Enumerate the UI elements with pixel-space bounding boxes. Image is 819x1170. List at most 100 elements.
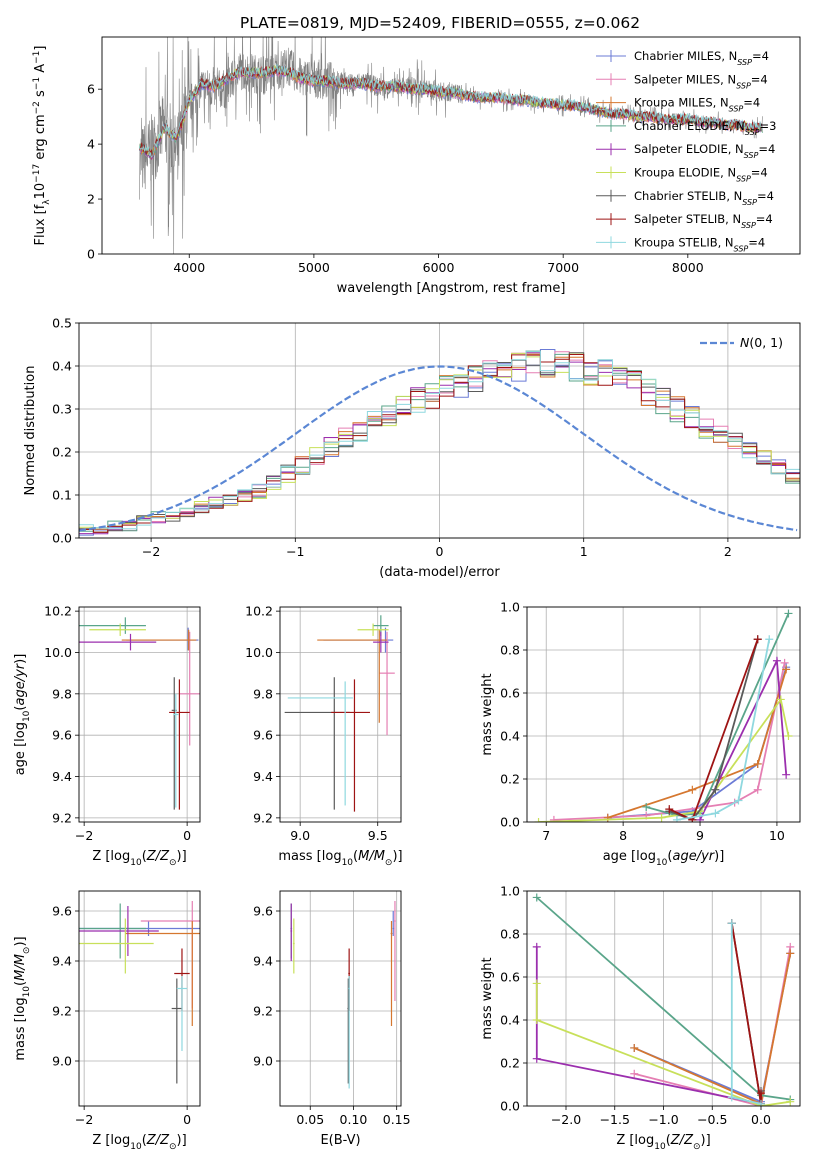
mass-weight-marker	[780, 658, 789, 667]
residual-histogram	[79, 354, 800, 538]
x-axis-label: Z [log10(Z/Z⊙)]	[92, 1133, 186, 1152]
mass-weight-line	[535, 983, 791, 1106]
y-tick-label: 4	[87, 137, 95, 152]
y-tick-label: 9.0	[52, 1054, 72, 1069]
massweight_vs_age-panel: 7 8 9 10 0.0 0.2 0.4 0.6 0.8 1.0 age [log10(age/yr…	[480, 600, 801, 868]
y-tick-label: 9.6	[52, 728, 72, 743]
y-tick-label: 10.0	[245, 645, 273, 660]
legend-label: Kroupa ELODIE, NSSP=4	[634, 166, 768, 184]
x-tick-label: 7	[542, 828, 550, 843]
mass-weight-marker	[665, 805, 674, 814]
y-tick-label: 9.0	[253, 1054, 273, 1069]
legend-label: Salpeter ELODIE, NSSP=4	[634, 142, 775, 160]
legend-label: Chabrier MILES, NSSP=4	[634, 49, 769, 67]
axes-frame	[78, 322, 801, 539]
age_vs_Z-panel: −2 0 9.2 9.4 9.6 9.8 10.0 10.2 Z [log10(Z/Z⊙)] ag…	[13, 604, 201, 868]
y-tick-label: 0.3	[52, 402, 72, 417]
mass-weight-marker	[534, 818, 543, 822]
mass-weight-line	[668, 639, 759, 821]
mass-weight-marker	[753, 759, 762, 768]
x-tick-label: −2	[75, 828, 93, 843]
x-tick-label: 7000	[547, 260, 579, 275]
x-axis-label: age [log10(age/yr)]	[603, 849, 725, 868]
y-tick-label: 0.0	[52, 531, 72, 546]
y-tick-label: 9.4	[253, 954, 273, 969]
axes-frame	[78, 606, 201, 823]
axes-frame	[279, 890, 402, 1107]
mass-weight-marker	[532, 1054, 541, 1063]
mass-weight-marker	[532, 942, 541, 951]
mass-weight-marker	[782, 665, 791, 674]
y-tick-label: 0.0	[500, 1099, 520, 1114]
y-tick-label: 0.8	[500, 643, 520, 658]
mass-weight-marker	[753, 635, 762, 644]
y-tick-label: 9.2	[253, 810, 273, 825]
x-axis-label: Z [log10(Z/Z⊙)]	[92, 849, 186, 868]
mass-weight-line	[535, 946, 762, 1105]
mass-weight-line	[538, 697, 790, 822]
massweight_vs_Z-panel: −2.0 −1.5 −1.0 −0.5 0.0 0.0 0.2 0.4 0.6 0.8 1.0 Z […	[480, 884, 801, 1152]
y-tick-label: 0.4	[500, 729, 520, 744]
legend-label: Chabrier ELODIE, NSSP=3	[634, 119, 776, 137]
x-tick-label: 9	[696, 828, 704, 843]
mass-weight-marker	[786, 1097, 795, 1106]
gaussian-curve	[79, 365, 798, 532]
residual-histogram	[79, 349, 800, 538]
residuals-plot-area	[79, 349, 800, 538]
mass-weight-marker	[757, 1089, 765, 1098]
y-tick-label: 9.2	[52, 1004, 72, 1019]
y-tick-label: 9.6	[52, 904, 72, 919]
y-tick-label: 0.5	[52, 316, 72, 331]
y-tick-label: 1.0	[500, 884, 520, 899]
y-tick-label: 9.2	[52, 810, 72, 825]
y-tick-label: 1.0	[500, 600, 520, 615]
y-tick-label: 10.2	[44, 604, 72, 619]
mass-weight-marker	[549, 815, 558, 822]
residual-histogram	[79, 351, 800, 538]
mass_vs_EBV-plot-area	[290, 901, 396, 1089]
x-tick-label: 2	[724, 544, 732, 559]
mass-weight-marker	[784, 609, 793, 618]
y-axis-label: Flux [fλ10−17 erg cm−2 s−1 A−1]	[32, 46, 52, 246]
y-tick-label: 0.4	[500, 1013, 520, 1028]
x-tick-label: 10	[769, 828, 785, 843]
x-tick-label: −2	[75, 1112, 93, 1127]
x-tick-label: 4000	[173, 260, 205, 275]
y-tick-label: 9.2	[253, 1004, 273, 1019]
mass-weight-marker	[532, 1016, 541, 1024]
mass-weight-marker	[757, 1099, 765, 1106]
x-tick-label: 5000	[298, 260, 330, 275]
y-tick-label: 9.4	[253, 769, 273, 784]
x-tick-label: −0.5	[697, 1112, 727, 1127]
spectrum-panel: 4000 5000 6000 7000 8000 0 2 4 6 wavelength [Angs…	[32, 36, 801, 296]
y-tick-label: 9.6	[253, 904, 273, 919]
x-axis-label: wavelength [Angstrom, rest frame]	[337, 281, 566, 296]
age_vs_mass-plot-area	[284, 615, 395, 812]
residual-histogram	[79, 353, 800, 538]
y-axis-label: mass weight	[480, 673, 495, 755]
y-tick-label: 0.6	[500, 970, 520, 985]
x-tick-label: 0.05	[296, 1112, 324, 1127]
y-tick-label: 2	[87, 192, 95, 207]
residual-histogram	[79, 352, 800, 538]
legend-label: Chabrier STELIB, NSSP=4	[634, 189, 774, 207]
mass-weight-marker	[711, 785, 720, 794]
x-tick-label: 9.5	[368, 828, 388, 843]
mass-weight-marker	[776, 695, 785, 704]
axes-frame	[526, 606, 801, 823]
mass-weight-marker	[727, 919, 736, 928]
mass_vs_Z-panel: −2 0 9.0 9.2 9.4 9.6 Z [log10(Z/Z⊙)] mass [log1…	[13, 890, 201, 1152]
mass-weight-line	[645, 613, 790, 817]
legend-label: Kroupa STELIB, NSSP=4	[634, 235, 765, 253]
y-tick-label: 10.2	[245, 604, 273, 619]
mass-weight-marker	[532, 979, 541, 988]
axes-frame	[279, 606, 402, 823]
y-tick-label: 0.2	[500, 1056, 520, 1071]
mass-weight-marker	[642, 802, 651, 811]
x-axis-label: E(B-V)	[320, 1133, 360, 1148]
y-tick-label: 6	[87, 82, 95, 97]
mass_vs_EBV-panel: 0.05 0.10 0.15 9.0 9.2 9.4 9.6 E(B-V)	[253, 890, 411, 1148]
massweight_vs_age-plot-area	[534, 609, 793, 822]
y-tick-label: 0.2	[52, 445, 72, 460]
